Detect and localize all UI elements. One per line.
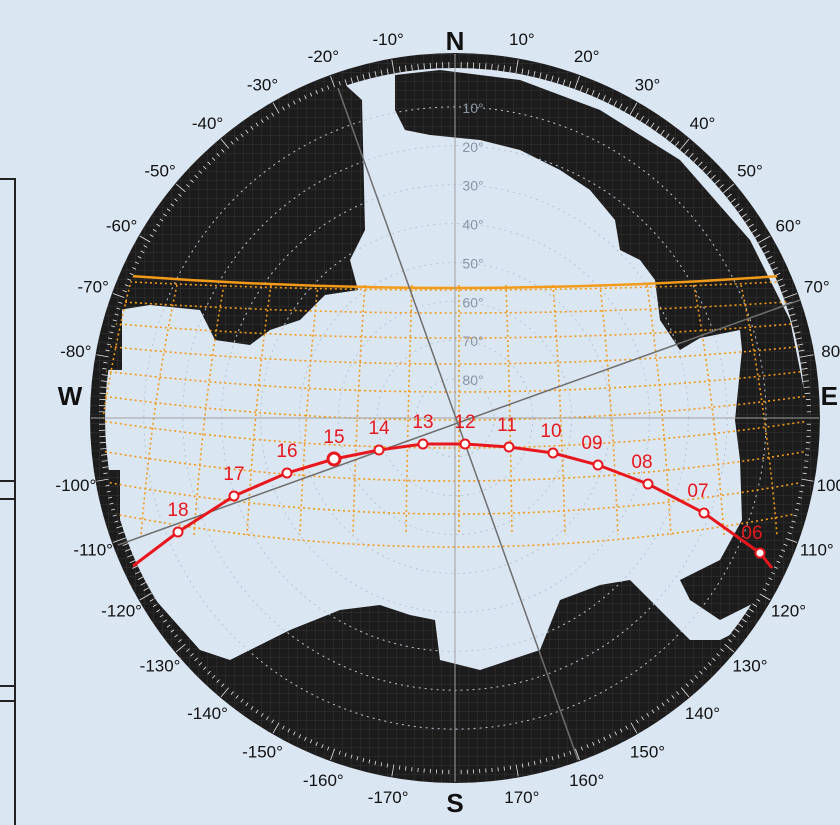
azimuth-label: 50° (737, 162, 763, 181)
sun-hour-marker (505, 443, 514, 452)
sun-hour-label: 17 (223, 464, 244, 485)
east-label: E (821, 381, 838, 411)
azimuth-label: -130° (140, 656, 181, 675)
elevation-label: 40° (462, 217, 483, 233)
sun-hour-label: 08 (631, 452, 652, 473)
azimuth-tick (486, 63, 487, 69)
azimuth-label: -100° (55, 476, 96, 495)
azimuth-label: 70° (804, 277, 830, 296)
azimuth-tick (100, 387, 106, 388)
azimuth-label: 40° (690, 114, 716, 133)
azimuth-label: 170° (504, 788, 539, 807)
sun-hour-label: 18 (167, 500, 188, 521)
azimuth-label: 150° (630, 742, 665, 761)
azimuth-label: -120° (101, 602, 142, 621)
elevation-label: 30° (462, 178, 483, 194)
azimuth-label: -160° (303, 771, 344, 790)
sun-hour-marker (700, 509, 709, 518)
sun-hour-marker (644, 480, 653, 489)
azimuth-label: -70° (78, 277, 109, 296)
azimuth-label: 20° (574, 47, 600, 66)
azimuth-label: -60° (106, 217, 137, 236)
sun-hour-label: 11 (497, 415, 517, 436)
azimuth-label: -10° (372, 30, 403, 49)
sun-hour-marker (756, 549, 765, 558)
azimuth-label: -40° (192, 114, 223, 133)
azimuth-tick (424, 63, 425, 69)
sun-hour-marker (549, 449, 558, 458)
sun-hour-label: 15 (323, 427, 344, 448)
azimuth-label: -170° (368, 788, 409, 807)
sun-hour-label: 07 (687, 481, 708, 502)
sun-hour-marker (419, 440, 428, 449)
north-label: N (446, 26, 465, 56)
azimuth-label: 160° (569, 771, 604, 790)
sun-hour-marker (594, 461, 603, 470)
sun-hour-label: 12 (454, 412, 475, 433)
azimuth-label: -20° (308, 47, 339, 66)
azimuth-label: 30° (635, 76, 661, 95)
sun-hour-label: 14 (368, 418, 390, 439)
elevation-label: 70° (462, 333, 483, 349)
elevation-label: 10° (462, 100, 483, 116)
south-label: S (446, 788, 463, 818)
sun-hour-marker (375, 446, 384, 455)
azimuth-tick (100, 449, 106, 450)
azimuth-label: -150° (242, 742, 283, 761)
sun-hour-label: 16 (276, 441, 297, 462)
sun-hour-label: 13 (412, 412, 433, 433)
azimuth-label: 120° (771, 602, 806, 621)
azimuth-label: -30° (247, 76, 278, 95)
azimuth-label: -80° (60, 342, 91, 361)
sun-hour-marker (230, 492, 239, 501)
elevation-label: 60° (462, 294, 483, 310)
sun-hour-label: 06 (741, 523, 762, 544)
elevation-label: 20° (462, 139, 483, 155)
azimuth-label: 140° (685, 704, 720, 723)
sun-hour-label: 09 (581, 433, 602, 454)
azimuth-label: 100° (817, 476, 840, 495)
azimuth-label: 110° (800, 541, 834, 560)
azimuth-label: 60° (776, 217, 802, 236)
azimuth-label: -110° (73, 541, 113, 560)
azimuth-label: -50° (144, 162, 175, 181)
azimuth-label: 10° (509, 30, 535, 49)
azimuth-tick (804, 387, 810, 388)
sun-hour-marker (283, 469, 292, 478)
sun-hour-marker (328, 453, 340, 465)
elevation-label: 80° (462, 372, 483, 388)
azimuth-label: -140° (187, 704, 228, 723)
west-label: W (58, 381, 83, 411)
azimuth-label: 130° (732, 656, 767, 675)
sun-hour-label: 10 (540, 421, 561, 442)
elevation-label: 50° (462, 255, 483, 271)
azimuth-label: 80° (821, 342, 840, 361)
sun-hour-marker (461, 440, 470, 449)
sun-hour-marker (174, 528, 183, 537)
